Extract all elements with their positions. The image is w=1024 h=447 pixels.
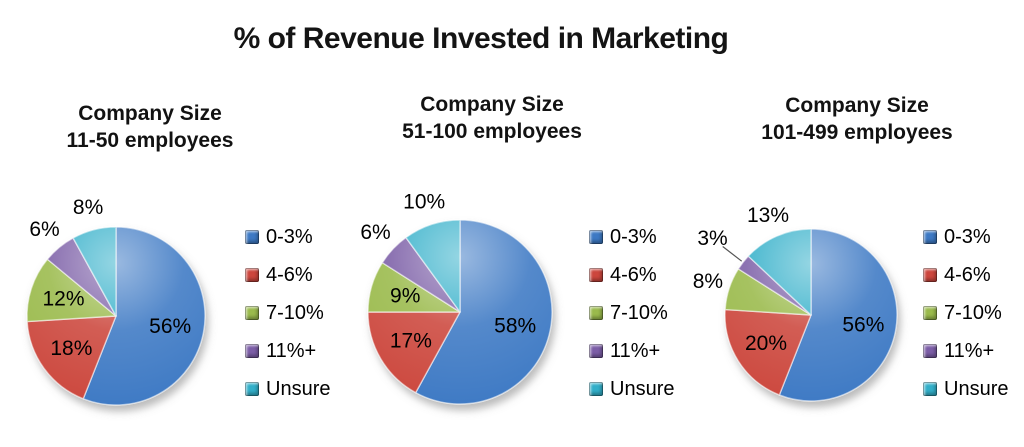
data-label-7-10pct: 9%	[390, 285, 420, 308]
legend-item-0-3pct: 0-3%	[245, 218, 330, 256]
legend-swatch-unsure	[245, 382, 259, 396]
data-label-unsure: 10%	[403, 190, 445, 213]
legend-label: 7-10%	[944, 301, 1002, 324]
legend-swatch-4-6pct	[245, 268, 259, 282]
legend-item-4-6pct: 4-6%	[589, 256, 674, 294]
legend-item-unsure: Unsure	[923, 370, 1008, 408]
subtitle-line1: Company Size	[785, 94, 929, 117]
legend-item-4-6pct: 4-6%	[245, 256, 330, 294]
legend-swatch-11pctplus	[245, 344, 259, 358]
data-label-unsure: 13%	[747, 204, 789, 227]
data-label-11pctplus: 6%	[360, 221, 390, 244]
subtitle-line1: Company Size	[420, 93, 564, 116]
data-label-7-10pct: 8%	[693, 270, 723, 293]
legend-label: 7-10%	[610, 301, 668, 324]
data-label-0-3pct: 58%	[494, 315, 536, 338]
data-label-unsure: 8%	[73, 196, 103, 219]
legend-item-7-10pct: 7-10%	[245, 294, 330, 332]
chart-subtitle-11-50: Company Size 11-50 employees	[15, 100, 285, 154]
data-label-11pctplus: 3%	[697, 227, 727, 250]
legend-swatch-unsure	[923, 382, 937, 396]
legend-swatch-unsure	[589, 382, 603, 396]
legend-label: 11%+	[944, 339, 995, 362]
subtitle-line2: 11-50 employees	[66, 129, 234, 152]
legend-item-11pctplus: 11%+	[923, 332, 1008, 370]
legend-item-0-3pct: 0-3%	[589, 218, 674, 256]
legend-label: 7-10%	[266, 301, 324, 324]
data-label-7-10pct: 12%	[42, 287, 84, 310]
legend-swatch-7-10pct	[589, 306, 603, 320]
legend-item-unsure: Unsure	[589, 370, 674, 408]
legend-swatch-0-3pct	[589, 230, 603, 244]
legend-swatch-0-3pct	[923, 230, 937, 244]
legend-item-7-10pct: 7-10%	[589, 294, 674, 332]
data-label-4-6pct: 17%	[390, 330, 432, 353]
pie-chart-51-100: 58% 17% 9% 6% 10%	[360, 190, 553, 405]
legend-item-7-10pct: 7-10%	[923, 294, 1008, 332]
legend-label: 0-3%	[944, 225, 991, 248]
legend-swatch-11pctplus	[923, 344, 937, 358]
legend-51-100: 0-3% 4-6% 7-10% 11%+ Unsure	[589, 218, 674, 408]
legend-label: Unsure	[610, 377, 675, 400]
pie-chart-11-50: 56% 18% 12% 6% 8%	[26, 196, 206, 406]
legend-11-50: 0-3% 4-6% 7-10% 11%+ Unsure	[245, 218, 330, 408]
pie-chart-101-499: 56% 20% 8% 3% 13%	[693, 204, 898, 402]
legend-label: 4-6%	[266, 263, 313, 286]
legend-item-4-6pct: 4-6%	[923, 256, 1008, 294]
legend-label: Unsure	[944, 377, 1009, 400]
legend-label: 0-3%	[266, 225, 313, 248]
legend-label: 0-3%	[610, 225, 657, 248]
legend-label: 4-6%	[610, 263, 657, 286]
legend-swatch-11pctplus	[589, 344, 603, 358]
legend-101-499: 0-3% 4-6% 7-10% 11%+ Unsure	[923, 218, 1008, 408]
legend-swatch-0-3pct	[245, 230, 259, 244]
data-label-11pctplus: 6%	[29, 218, 59, 241]
subtitle-line2: 101-499 employees	[761, 121, 953, 144]
subtitle-line2: 51-100 employees	[402, 120, 582, 143]
data-label-4-6pct: 20%	[745, 332, 787, 355]
data-label-4-6pct: 18%	[50, 337, 92, 360]
legend-item-11pctplus: 11%+	[589, 332, 674, 370]
label-leader-line	[722, 246, 743, 262]
legend-label: Unsure	[266, 377, 331, 400]
legend-swatch-7-10pct	[245, 306, 259, 320]
legend-swatch-4-6pct	[589, 268, 603, 282]
legend-item-0-3pct: 0-3%	[923, 218, 1008, 256]
legend-item-unsure: Unsure	[245, 370, 330, 408]
chart-main-title: % of Revenue Invested in Marketing	[233, 22, 729, 55]
chart-subtitle-51-100: Company Size 51-100 employees	[357, 91, 627, 145]
legend-label: 11%+	[266, 339, 317, 362]
legend-swatch-7-10pct	[923, 306, 937, 320]
legend-item-11pctplus: 11%+	[245, 332, 330, 370]
legend-label: 4-6%	[944, 263, 991, 286]
legend-label: 11%+	[610, 339, 661, 362]
data-label-0-3pct: 56%	[842, 314, 884, 337]
data-label-0-3pct: 56%	[149, 315, 191, 338]
subtitle-line1: Company Size	[78, 102, 222, 125]
chart-subtitle-101-499: Company Size 101-499 employees	[722, 92, 992, 146]
legend-swatch-4-6pct	[923, 268, 937, 282]
